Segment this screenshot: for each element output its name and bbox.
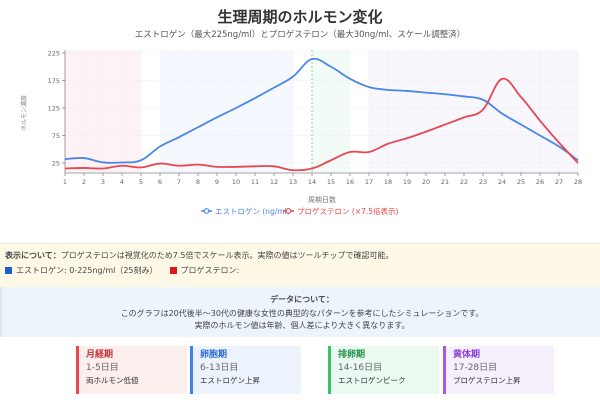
x-tick-label: 6 bbox=[158, 178, 162, 186]
notice-estrogen-range: エストロゲン: 0-225ng/ml（25刻み） bbox=[16, 266, 158, 275]
notice-progesterone-range: プロゲステロン: 0-30n bbox=[180, 266, 241, 275]
phase-desc: プロゲステロン上昇 bbox=[453, 376, 521, 385]
x-tick-label: 8 bbox=[196, 178, 200, 186]
progesterone-swatch-icon bbox=[169, 267, 177, 274]
y-tick-label: 125 bbox=[48, 104, 60, 112]
x-tick-label: 18 bbox=[384, 178, 392, 186]
x-tick-label: 17 bbox=[365, 178, 373, 186]
phase-band bbox=[160, 50, 293, 173]
y-tick-label: 175 bbox=[48, 77, 60, 85]
legend-item-estrogen[interactable]: エストロゲン (ng/ml) bbox=[201, 207, 290, 216]
phase-name: 月経期 bbox=[86, 350, 114, 360]
notice-text: 表示について：プロゲステロンは視覚化のため7.5倍でスケール表示。実際の値はツー… bbox=[5, 250, 393, 261]
estrogen-swatch-icon bbox=[5, 267, 12, 274]
x-tick-label: 26 bbox=[536, 178, 544, 186]
x-axis-label: 周期日数 bbox=[308, 195, 336, 204]
phase-name: 排卵期 bbox=[338, 350, 366, 360]
data-series[interactable] bbox=[64, 57, 579, 172]
chart-subtitle: エストロゲン（最大225ng/ml）とプロゲステロン（最大30ng/ml、スケー… bbox=[134, 30, 466, 40]
notice-body: プロゲステロンは視覚化のため7.5倍でスケール表示。実際の値はツールチップで確認… bbox=[60, 251, 394, 260]
x-tick-label: 20 bbox=[422, 178, 430, 186]
x-tick-label: 24 bbox=[498, 178, 506, 186]
x-tick-label: 2 bbox=[82, 178, 86, 186]
x-tick-label: 11 bbox=[251, 178, 259, 186]
display-notice: 表示について：プロゲステロンは視覚化のため7.5倍でスケール表示。実際の値はツー… bbox=[0, 243, 600, 288]
phase-name: 卵胞期 bbox=[200, 350, 228, 360]
about-line-2: 実際のホルモン値は年齢、個人差により大きく異なります。 bbox=[194, 321, 410, 330]
x-tick-label: 15 bbox=[327, 178, 335, 186]
phase-days: 17-28日目 bbox=[453, 363, 498, 373]
x-tick-label: 13 bbox=[289, 178, 297, 186]
about-line-1: このグラフは20代後半〜30代の健康な女性の典型的なパターンを参考にしたシミュレ… bbox=[120, 309, 484, 318]
phase-days: 6-13日目 bbox=[200, 363, 239, 373]
x-tick-label: 3 bbox=[101, 178, 105, 186]
phase-days: 1-5日目 bbox=[86, 363, 119, 373]
x-tick-label: 14 bbox=[308, 178, 316, 186]
phase-desc: 両ホルモン低値 bbox=[86, 376, 139, 385]
x-tick-label: 10 bbox=[232, 178, 240, 186]
phase-days: 14-16日目 bbox=[338, 363, 383, 373]
estrogen-marker-icon bbox=[203, 208, 210, 214]
phase-band bbox=[369, 50, 578, 173]
grid-lines bbox=[64, 50, 579, 173]
x-tick-label: 12 bbox=[270, 178, 278, 186]
phase-card-menstrual: 月経期 1-5日目 両ホルモン低値 bbox=[76, 346, 187, 394]
x-tick-label: 4 bbox=[120, 178, 124, 186]
x-tick-label: 16 bbox=[346, 178, 354, 186]
phase-bands bbox=[65, 50, 578, 173]
phase-desc: エストロゲンピーク bbox=[338, 376, 406, 385]
x-tick-label: 19 bbox=[403, 178, 411, 186]
phase-name: 黄体期 bbox=[453, 350, 481, 360]
legend: エストロゲン (ng/ml) プロゲステロン (×7.5倍表示) bbox=[201, 206, 399, 216]
x-tick-label: 7 bbox=[177, 178, 181, 186]
legend-progesterone-label: プロゲステロン (×7.5倍表示) bbox=[297, 206, 399, 216]
y-tick-label: 25 bbox=[52, 159, 60, 167]
x-tick-label: 22 bbox=[460, 178, 468, 186]
y-tick-label: 75 bbox=[52, 132, 60, 140]
x-tick-label: 25 bbox=[517, 178, 525, 186]
notice-legend: エストロゲン: 0-225ng/ml（25刻み） プロゲステロン: 0-30n bbox=[5, 265, 241, 276]
x-tick-label: 27 bbox=[555, 178, 563, 186]
chart-title: 生理周期のホルモン変化 bbox=[217, 8, 383, 26]
phase-card-ovulation: 排卵期 14-16日目 エストロゲンピーク bbox=[328, 346, 439, 394]
y-axis-label: ホルモン濃度 bbox=[20, 95, 28, 131]
x-tick-label: 5 bbox=[139, 178, 143, 186]
phase-desc: エストロゲン上昇 bbox=[200, 376, 260, 385]
x-tick-label: 28 bbox=[574, 178, 582, 186]
x-tick-label: 9 bbox=[215, 178, 219, 186]
phase-card-follicular: 卵胞期 6-13日目 エストロゲン上昇 bbox=[190, 346, 301, 394]
x-tick-label: 1 bbox=[63, 178, 67, 186]
progesterone-line[interactable] bbox=[64, 77, 579, 172]
notice-label: 表示について： bbox=[5, 251, 61, 260]
x-tick-label: 21 bbox=[441, 178, 449, 186]
about-title: データについて： bbox=[270, 295, 334, 304]
data-about-panel: データについて： このグラフは20代後半〜30代の健康な女性の典型的なパターンを… bbox=[0, 287, 600, 337]
legend-estrogen-label: エストロゲン (ng/ml) bbox=[215, 207, 290, 216]
estrogen-line[interactable] bbox=[64, 57, 579, 164]
legend-item-progesterone[interactable]: プロゲステロン (×7.5倍表示) bbox=[283, 206, 399, 216]
y-tick-label: 225 bbox=[48, 49, 60, 57]
x-tick-label: 23 bbox=[479, 178, 487, 186]
phase-card-luteal: 黄体期 17-28日目 プロゲステロン上昇 bbox=[443, 346, 554, 394]
progesterone-marker-icon bbox=[285, 208, 292, 214]
